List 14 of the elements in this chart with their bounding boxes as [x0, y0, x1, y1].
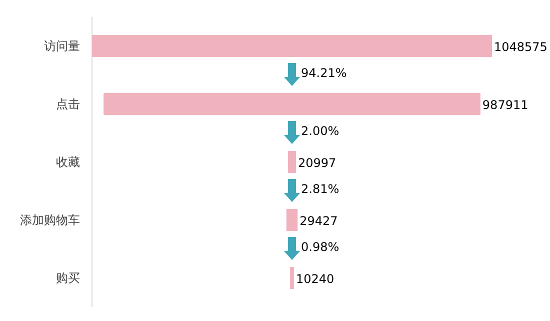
category-label: 点击 — [56, 97, 80, 111]
data-label: 29427 — [300, 214, 338, 228]
data-label: 20997 — [298, 156, 336, 170]
category-label: 添加购物车 — [20, 213, 80, 227]
text: 2.81% — [301, 182, 340, 196]
category-label: 收藏 — [56, 155, 80, 169]
category-label: 购买 — [56, 271, 80, 285]
data-label: 1048575 — [494, 40, 548, 54]
data-label: 10240 — [296, 272, 334, 286]
category-label: 访问量 — [44, 39, 80, 53]
text: 94.21% — [301, 66, 347, 80]
data-label: 987911 — [482, 98, 528, 112]
text: 0.98% — [301, 240, 340, 254]
text: 2.00% — [301, 124, 340, 138]
